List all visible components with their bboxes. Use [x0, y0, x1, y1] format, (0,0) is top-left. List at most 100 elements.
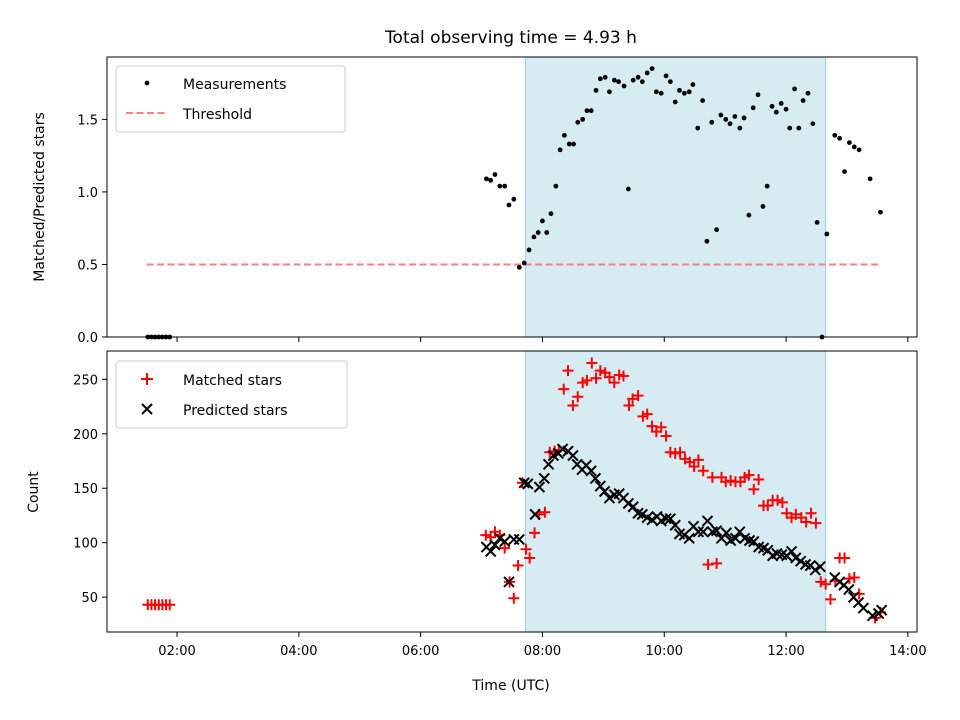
measurement-point	[658, 90, 664, 96]
x-tick-label: 14:00	[889, 644, 926, 659]
predicted-star-point	[489, 539, 501, 551]
top-y-ticks: 0.0 0.5 1.0 1.5	[77, 113, 107, 346]
predicted-star-point	[669, 519, 681, 531]
measurement-point	[750, 105, 756, 111]
measurement-point	[718, 112, 724, 118]
top-y-tick-label: 1.5	[77, 113, 98, 128]
matched-star-point	[594, 365, 606, 377]
predicted-star-point	[692, 526, 705, 538]
matched-star-point	[825, 593, 837, 605]
measurement-point	[805, 90, 811, 96]
bottom-shaded-interval	[524, 350, 827, 633]
measurement-point	[553, 183, 559, 189]
matched-star-point	[669, 447, 681, 459]
measurement-point	[548, 211, 554, 217]
measurement-point	[672, 99, 678, 105]
measurement-point	[832, 132, 838, 138]
measurement-point	[531, 234, 537, 240]
matched-star-point	[762, 500, 774, 512]
measurement-point	[639, 79, 645, 85]
measurement-point	[778, 101, 784, 106]
measurement-point	[561, 132, 567, 138]
predicted-star-point	[701, 515, 714, 527]
measurement-point	[535, 230, 541, 235]
measurement-point	[867, 176, 873, 182]
legend-measurements-marker	[144, 80, 150, 86]
measurement-point	[540, 218, 545, 224]
predicted-star-point	[794, 555, 807, 567]
bottom-plot-area	[142, 357, 888, 624]
measurement-point	[566, 141, 572, 147]
matched-star-point	[603, 371, 615, 383]
predicted-star-point	[790, 552, 802, 564]
matched-star-point	[688, 460, 700, 472]
bottom-legend: Matched stars Predicted stars	[115, 360, 348, 429]
measurement-point	[727, 121, 733, 127]
predicted-star-point	[522, 478, 534, 490]
matched-star-point	[692, 454, 704, 466]
matched-star-point	[562, 365, 574, 377]
measurement-point	[611, 77, 617, 83]
measurement-point	[741, 115, 747, 121]
predicted-star-point	[678, 529, 691, 541]
top-legend: Measurements Threshold	[115, 65, 346, 133]
matched-star-point	[820, 578, 832, 590]
matched-star-point	[743, 469, 755, 481]
measurement-point	[783, 106, 789, 112]
x-tick-label: 04:00	[280, 644, 317, 659]
matched-star-point	[753, 474, 765, 486]
measurement-point	[769, 103, 775, 109]
matched-star-point	[853, 588, 865, 600]
measurement-point	[810, 121, 816, 127]
measurement-point	[667, 79, 673, 85]
predicted-star-point	[843, 583, 855, 596]
predicted-star-point	[533, 481, 546, 493]
predicted-star-point	[513, 533, 526, 546]
measurement-point	[616, 79, 621, 85]
predicted-star-point	[494, 532, 506, 545]
measurement-point	[557, 147, 563, 153]
matched-star-point	[586, 357, 598, 369]
measurement-point	[704, 238, 710, 244]
predicted-star-point	[734, 526, 746, 538]
matched-star-point	[697, 465, 709, 477]
predicted-star-point	[585, 465, 597, 477]
matched-star-point	[623, 399, 635, 411]
matched-star-point	[508, 592, 520, 604]
measurement-point	[695, 125, 701, 131]
matched-star-point	[800, 516, 812, 528]
measurement-point	[653, 89, 659, 95]
matched-star-point	[572, 391, 584, 403]
top-y-tick-label: 1.0	[77, 186, 98, 201]
measurement-point	[851, 144, 857, 150]
predicted-star-point	[660, 513, 672, 525]
predicted-star-point	[875, 604, 888, 616]
matched-star-point	[711, 557, 723, 569]
bottom-axes-frame	[106, 350, 918, 633]
measurement-point	[677, 87, 682, 93]
measurement-point	[593, 87, 599, 93]
matched-star-point	[558, 383, 570, 395]
measurement-point	[575, 119, 581, 125]
measurement-point	[544, 230, 550, 235]
bottom-y-tick-label: 200	[73, 428, 98, 443]
predicted-star-point	[720, 527, 733, 539]
measurement-point	[663, 73, 669, 79]
predicted-star-point	[710, 525, 723, 537]
measurement-point	[737, 125, 743, 131]
matched-star-point	[581, 374, 593, 386]
measurement-point	[690, 82, 696, 87]
matched-star-point	[839, 552, 851, 564]
predicted-star-point	[484, 545, 497, 558]
measurement-point	[607, 89, 612, 95]
matched-star-point	[748, 483, 760, 495]
matched-star-point	[520, 543, 532, 555]
matched-star-point	[655, 421, 667, 433]
top-axes-frame	[106, 56, 918, 338]
measurement-point	[521, 260, 527, 266]
x-tick-label: 08:00	[524, 644, 561, 659]
x-axis-label: Time (UTC)	[471, 678, 549, 694]
bottom-y-axis-label: Count	[26, 471, 42, 513]
measurement-point	[814, 219, 820, 225]
measurement-point	[746, 212, 752, 218]
